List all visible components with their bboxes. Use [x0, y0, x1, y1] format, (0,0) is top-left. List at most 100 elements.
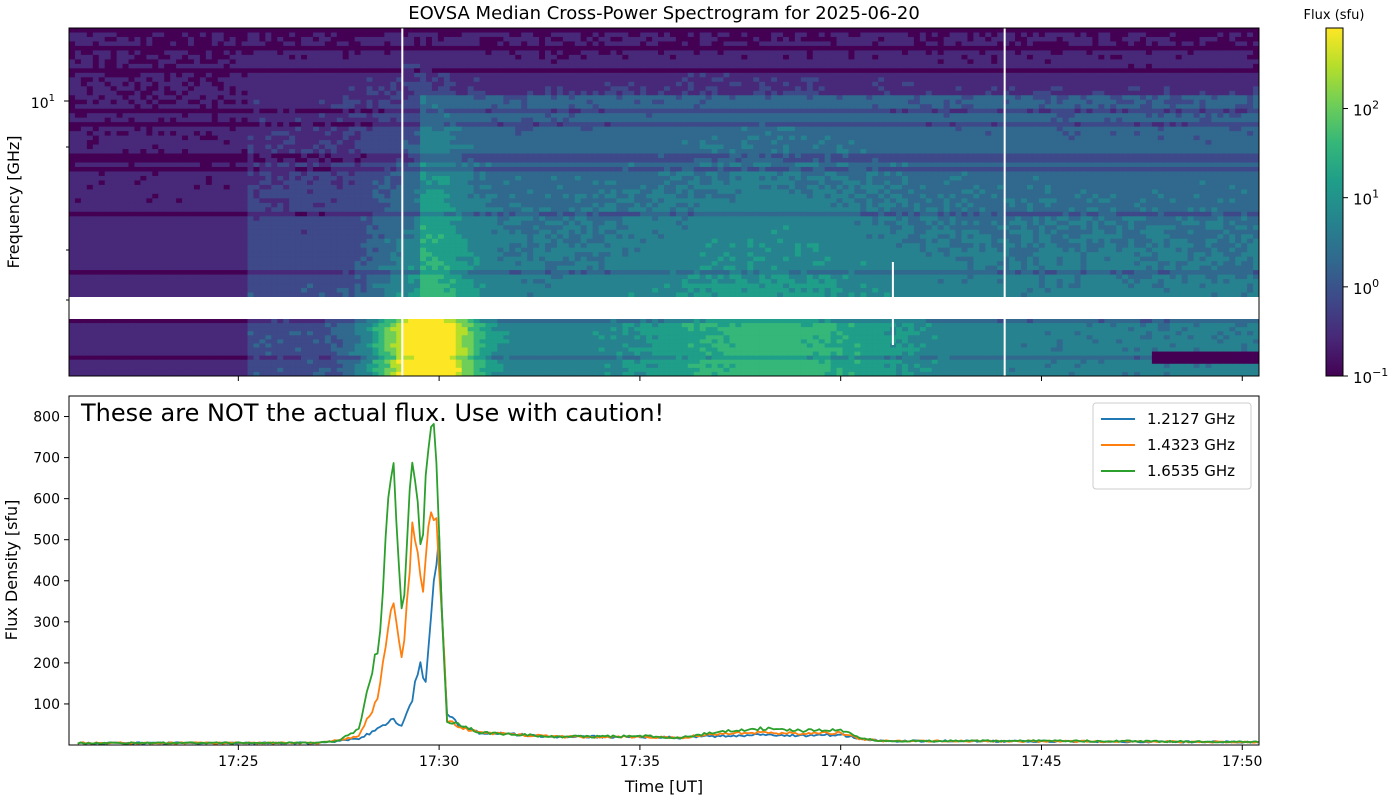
spectrogram-cell	[830, 126, 838, 132]
spectrogram-cell	[378, 45, 385, 52]
spectrogram-cell	[211, 41, 219, 47]
spectrogram-cell	[729, 108, 736, 114]
spectrogram-cell	[1211, 122, 1218, 128]
spectrogram-cell	[646, 36, 653, 43]
spectrogram-cell	[336, 72, 344, 78]
spectrogram-cell	[134, 99, 141, 105]
spectrogram-cell	[943, 117, 951, 123]
spectrogram-cell	[295, 68, 302, 74]
spectrogram-cell	[568, 86, 576, 92]
spectrogram-cell	[1056, 90, 1064, 96]
spectrogram-cell	[330, 32, 338, 38]
spectrogram-cell	[675, 59, 683, 65]
spectrogram-cell	[318, 72, 326, 78]
spectrogram-cell	[896, 104, 903, 110]
spectrogram-cell	[1026, 77, 1034, 83]
spectrogram-cell	[1038, 86, 1046, 92]
spectrogram-cell	[1247, 126, 1254, 132]
spectrogram-cell	[152, 86, 159, 92]
spectrogram-cell	[229, 108, 237, 114]
spectrogram-cell	[783, 50, 790, 56]
spectrogram-cell	[872, 104, 879, 110]
spectrogram-cell	[1241, 86, 1248, 92]
spectrogram-cell	[396, 113, 403, 119]
spectrogram-cell	[759, 45, 766, 52]
spectrogram-cell	[479, 99, 487, 105]
spectrogram-cell	[360, 122, 368, 128]
spectrogram-cell	[955, 95, 963, 101]
spectrogram-cell	[1116, 108, 1123, 114]
spectrogram-cell	[1193, 54, 1201, 60]
spectrogram-cell	[1086, 81, 1093, 87]
spectrogram-cell	[580, 86, 588, 92]
spectrogram-cell	[1199, 41, 1207, 47]
spectrogram-cell	[806, 90, 814, 96]
spectrogram-cell	[199, 72, 207, 78]
spectrogram-cell	[1122, 135, 1129, 141]
spectrogram-cell	[991, 86, 998, 92]
spectrogram-cell	[1098, 117, 1105, 123]
spectrogram-cell	[491, 54, 498, 60]
spectrogram-cell	[771, 68, 778, 74]
spectrogram-cell	[473, 59, 481, 65]
spectrogram-cell	[640, 36, 647, 43]
spectrogram-cell	[491, 77, 498, 83]
spectrogram-cell	[902, 113, 909, 119]
spectrogram-cell	[217, 59, 225, 65]
spectrogram-cell	[937, 50, 945, 56]
spectrogram-cell	[372, 41, 379, 47]
spectrogram-cell	[794, 95, 802, 101]
spectrogram-cell	[1044, 99, 1052, 105]
spectrogram-cell	[598, 59, 606, 65]
spectrogram-cell	[1062, 32, 1070, 38]
spectrogram-cell	[658, 41, 665, 47]
spectrogram-cell	[634, 68, 641, 74]
spectrogram-cell	[1080, 36, 1088, 43]
spectrogram-cell	[539, 104, 546, 110]
spectrogram-cell	[408, 28, 415, 34]
spectrogram-cell	[229, 41, 237, 47]
spectrogram-cell	[878, 117, 885, 123]
spectrogram-cell	[223, 117, 231, 123]
spectrogram-cell	[783, 77, 790, 83]
spectrogram-cell	[378, 108, 385, 114]
spectrogram-cell	[271, 77, 278, 83]
spectrogram-cell	[1175, 117, 1183, 123]
spectrogram-cell	[1086, 131, 1093, 137]
spectrogram-cell	[92, 86, 100, 92]
spectrogram-cell	[1122, 77, 1129, 83]
spectrogram-cell	[705, 135, 713, 141]
spectrogram-cell	[806, 126, 814, 132]
spectrogram-cell	[943, 45, 951, 52]
spectrogram-cell	[1175, 41, 1183, 47]
spectrogram-cell	[729, 135, 736, 141]
spectrogram-cell	[937, 131, 945, 137]
spectrogram-cell	[771, 131, 778, 137]
spectrogram-cell	[729, 72, 736, 78]
spectrogram-cell	[1235, 131, 1242, 137]
spectrogram-cell	[640, 113, 647, 119]
spectrogram-cell	[247, 77, 255, 83]
spectrogram-cell	[836, 63, 844, 69]
spectrogram-cell	[1110, 36, 1117, 43]
spectrogram-cell	[259, 131, 266, 137]
spectrogram-cell	[92, 59, 100, 65]
spectrogram-cell	[1056, 68, 1064, 74]
spectrogram-cell	[1068, 54, 1076, 60]
spectrogram-cell	[199, 28, 207, 34]
spectrogram-cell	[1038, 68, 1046, 74]
spectrogram-cell	[1122, 95, 1129, 101]
figure-title: EOVSA Median Cross-Power Spectrogram for…	[408, 3, 920, 24]
spectrogram-cell	[640, 54, 647, 60]
spectrogram-cell	[681, 126, 689, 132]
spectrogram-cell	[443, 36, 451, 43]
spectrogram-cell	[1157, 50, 1165, 56]
spectrogram-cell	[1199, 63, 1207, 69]
spectrogram-cell	[1140, 81, 1147, 87]
spectrogram-cell	[1134, 72, 1141, 78]
spectrogram-cell	[1003, 131, 1010, 137]
spectrogram-cell	[711, 135, 719, 141]
spectrogram-cell	[1092, 126, 1099, 132]
spectrogram-cell	[307, 63, 314, 69]
spectrogram-cell	[110, 117, 118, 123]
